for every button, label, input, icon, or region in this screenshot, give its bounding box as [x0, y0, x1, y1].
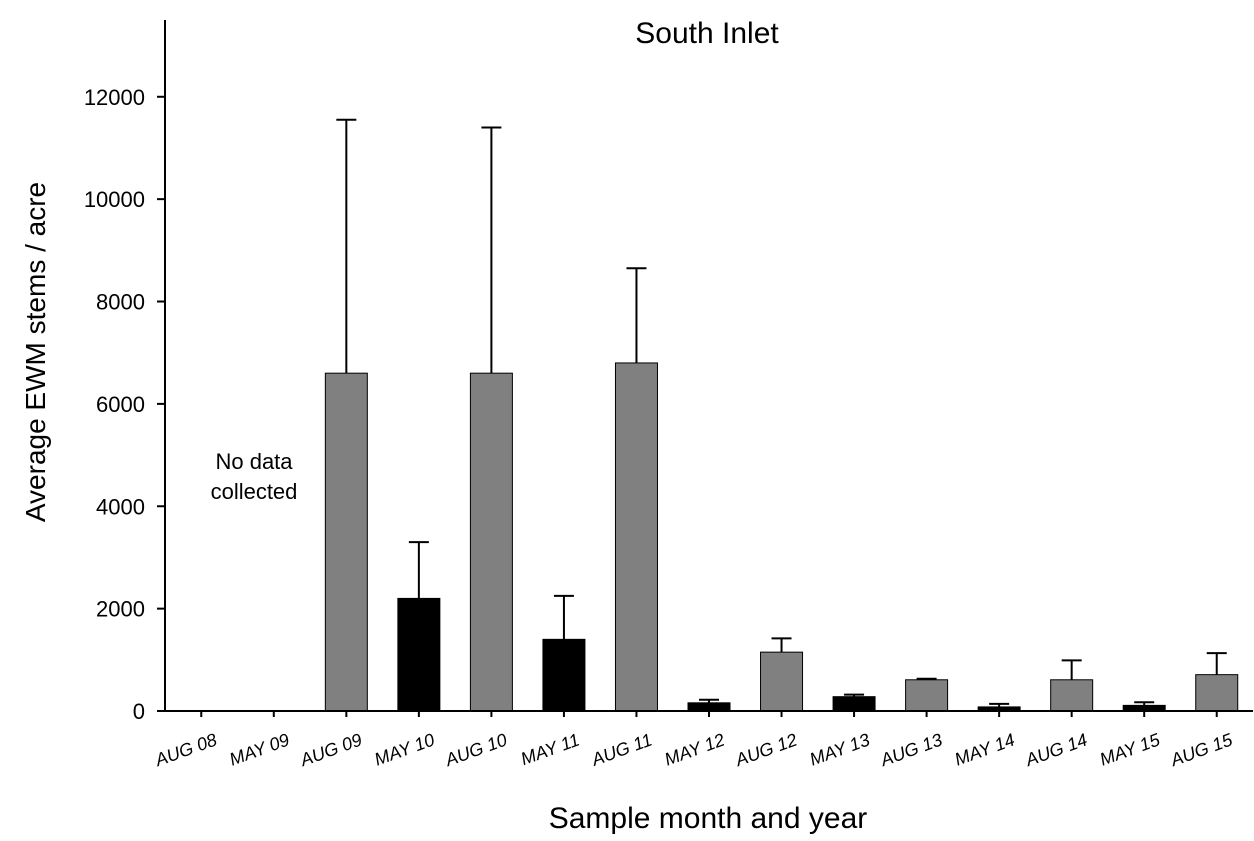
y-tick-label: 4000	[96, 494, 145, 519]
x-tick-label: MAY 12	[662, 729, 727, 769]
y-tick-label: 0	[133, 699, 145, 724]
x-tick-label: AUG 10	[442, 729, 510, 770]
x-tick-label: MAY 10	[372, 729, 437, 769]
annotation-line: collected	[211, 479, 298, 504]
y-tick-label: 2000	[96, 597, 145, 622]
bar	[905, 679, 949, 712]
bar	[542, 638, 586, 712]
x-tick-label: MAY 11	[518, 729, 582, 769]
x-tick-label: AUG 11	[588, 729, 655, 770]
bar	[324, 372, 368, 712]
x-tick-label: AUG 08	[152, 729, 220, 770]
no-data-annotation: No data collected	[211, 449, 298, 504]
annotation-line: No data	[215, 449, 293, 474]
x-tick-label: MAY 09	[227, 729, 292, 769]
bar	[1195, 674, 1239, 712]
bar	[832, 696, 876, 712]
x-tick-label: AUG 09	[297, 729, 365, 770]
x-tick-label: MAY 15	[1097, 729, 1163, 769]
y-axis-label: Average EWM stems / acre	[20, 182, 51, 522]
x-tick-label: MAY 14	[952, 729, 1017, 769]
x-tick-label: AUG 12	[732, 729, 800, 770]
bar	[397, 597, 441, 712]
bar	[614, 362, 658, 712]
x-tick-label: AUG 14	[1022, 729, 1090, 770]
chart-title: South Inlet	[635, 17, 779, 50]
x-axis-label: Sample month and year	[549, 802, 868, 835]
x-tick-label: AUG 15	[1167, 729, 1236, 770]
y-tick-label: 6000	[96, 392, 145, 417]
bar	[687, 702, 731, 712]
bar	[469, 372, 513, 712]
x-tick-label: MAY 13	[807, 729, 872, 769]
x-tick-label: AUG 13	[877, 729, 945, 770]
y-tick-label: 10000	[84, 187, 145, 212]
bar	[1050, 679, 1094, 712]
bar	[760, 651, 804, 712]
y-tick-label: 12000	[84, 85, 145, 110]
y-tick-label: 8000	[96, 290, 145, 315]
